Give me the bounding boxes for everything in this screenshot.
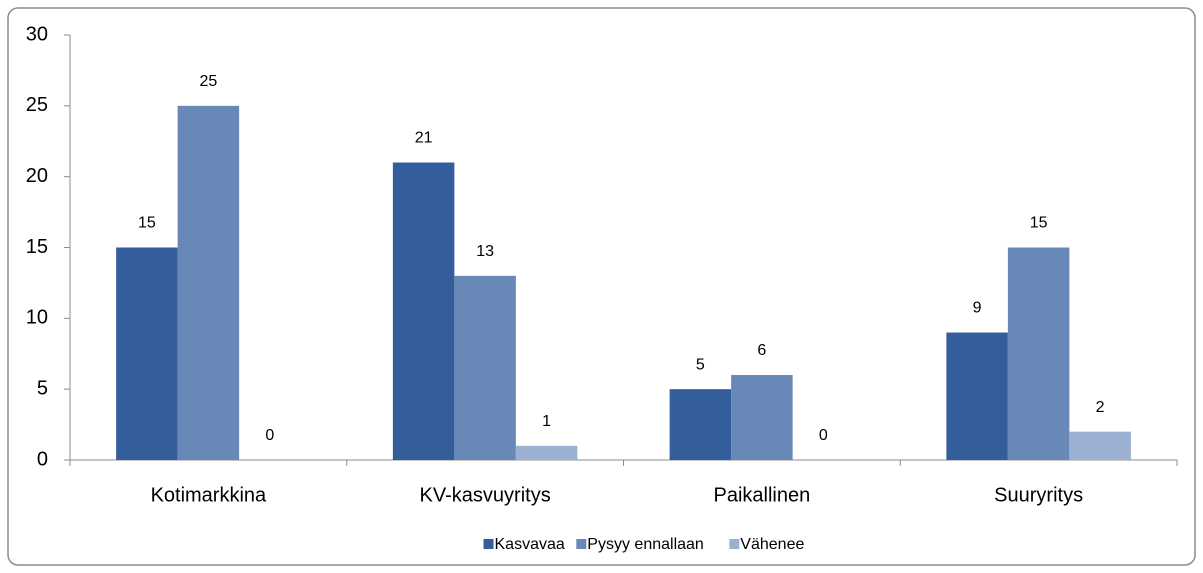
bar bbox=[392, 162, 455, 460]
chart-frame bbox=[7, 7, 1196, 566]
y-tick-label: 15 bbox=[26, 236, 48, 258]
y-tick-label: 30 bbox=[26, 23, 48, 45]
legend-label: Vähenee bbox=[740, 536, 804, 553]
x-tick-label: Suuryritys bbox=[994, 484, 1083, 506]
x-tick-label: Kotimarkkina bbox=[151, 484, 267, 506]
y-tick-label: 20 bbox=[26, 165, 48, 187]
value-label: 9 bbox=[973, 300, 982, 317]
bar bbox=[1007, 247, 1070, 460]
value-label: 15 bbox=[1030, 215, 1048, 232]
x-tick-label: Paikallinen bbox=[714, 484, 811, 506]
bar bbox=[116, 247, 178, 460]
legend-label: Kasvavaa bbox=[495, 536, 565, 553]
y-tick-label: 10 bbox=[26, 307, 48, 329]
bar bbox=[1069, 431, 1131, 460]
bar bbox=[946, 332, 1008, 460]
value-label: 25 bbox=[199, 73, 217, 90]
value-label: 6 bbox=[757, 342, 766, 359]
bar bbox=[731, 375, 793, 460]
legend-swatch bbox=[483, 539, 494, 549]
bar bbox=[454, 275, 516, 460]
legend-swatch bbox=[576, 539, 587, 549]
y-tick-label: 5 bbox=[37, 377, 48, 399]
y-tick-label: 0 bbox=[37, 448, 48, 470]
value-label: 13 bbox=[476, 243, 494, 260]
bar bbox=[177, 105, 240, 460]
y-tick-label: 25 bbox=[26, 94, 48, 116]
value-label: 1 bbox=[542, 413, 551, 430]
legend-swatch bbox=[729, 539, 740, 549]
legend-label: Pysyy ennallaan bbox=[587, 536, 704, 553]
x-tick-label: KV-kasvuyritys bbox=[420, 484, 551, 506]
bar bbox=[669, 389, 732, 460]
bar bbox=[515, 445, 578, 460]
value-label: 2 bbox=[1096, 399, 1105, 416]
value-label: 15 bbox=[138, 215, 156, 232]
value-label: 21 bbox=[415, 130, 433, 147]
value-label: 5 bbox=[696, 356, 705, 373]
value-label: 0 bbox=[819, 427, 828, 444]
value-label: 0 bbox=[265, 427, 274, 444]
